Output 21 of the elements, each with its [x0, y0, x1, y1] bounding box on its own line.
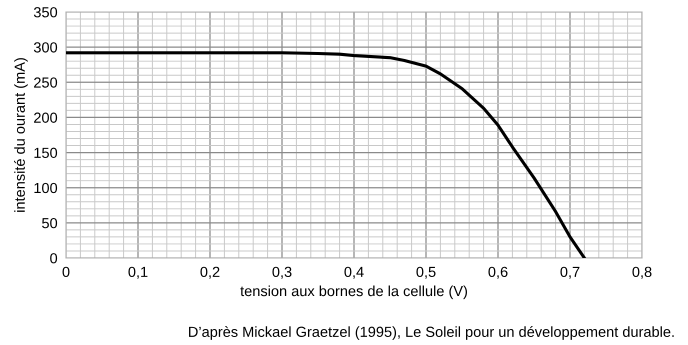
x-tick-label: 0,5: [416, 266, 436, 279]
x-tick-label: 0,6: [488, 266, 508, 279]
y-tick-label: 350: [34, 7, 58, 18]
y-tick-label: 0: [50, 253, 58, 264]
y-tick-label: 100: [34, 182, 58, 194]
x-tick-label: 0: [62, 266, 70, 278]
y-tick-label: 50: [42, 218, 58, 228]
y-tick-label: 300: [34, 42, 58, 53]
text: D’après Mickael Graetzel (1995), Le Soleil pour un développement durable.: [189, 326, 674, 340]
x-axis-title: tension aux bornes de la cellule (V): [240, 285, 467, 300]
x-tick-label: 0,7: [560, 266, 580, 279]
line-series: [66, 51, 586, 258]
y-tick-label: 250: [34, 77, 58, 88]
x-tick-label: 0,1: [128, 266, 148, 279]
x-tick-label: 0,3: [272, 266, 292, 279]
x-tick-label: 0,2: [200, 266, 220, 279]
y-tick-label: 150: [34, 148, 58, 158]
x-tick-label: 0,4: [344, 266, 364, 279]
y-tick-label: 200: [34, 112, 58, 123]
y-axis-title: intensité du ourant (mA): [14, 58, 28, 212]
x-tick-label: 0,8: [632, 266, 652, 279]
